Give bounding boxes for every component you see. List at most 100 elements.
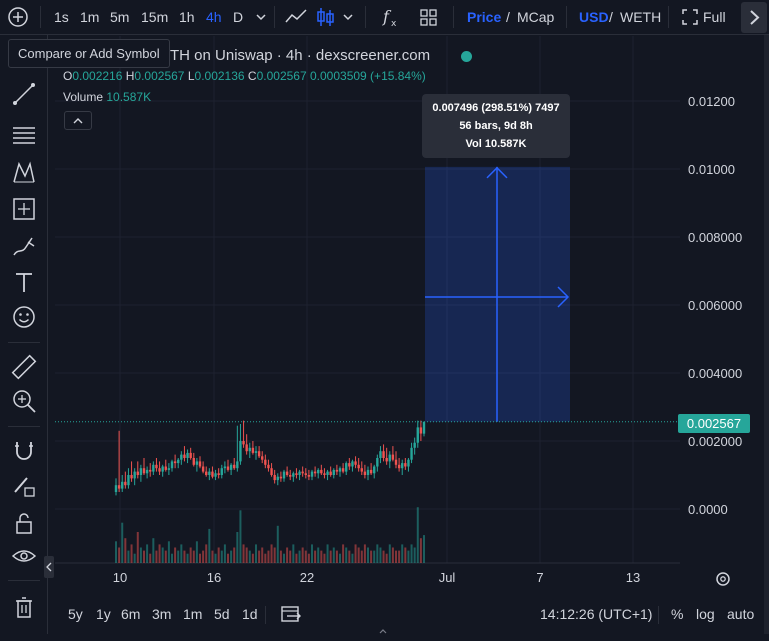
svg-text:x: x xyxy=(391,19,397,29)
interval-D[interactable]: D xyxy=(233,9,244,25)
volume-bar xyxy=(385,553,388,563)
chart-type-candles-button[interactable] xyxy=(316,0,336,34)
brush-tool[interactable] xyxy=(10,232,38,260)
candle-body xyxy=(354,461,357,465)
collapse-legend-button[interactable] xyxy=(64,111,92,130)
usd-weth-separator: / xyxy=(609,9,613,25)
go-to-date-button[interactable] xyxy=(280,598,302,630)
percent-toggle[interactable]: % xyxy=(671,606,684,622)
volume-bar xyxy=(164,550,167,563)
measure-frame-tool[interactable] xyxy=(10,195,38,223)
candle-body xyxy=(357,464,360,469)
interval-15m[interactable]: 15m xyxy=(141,9,169,25)
bottom-separator xyxy=(265,606,266,624)
candle-body xyxy=(167,468,171,470)
clock[interactable]: 14:12:26 (UTC+1) xyxy=(540,606,653,622)
volume-bar xyxy=(311,544,313,563)
pattern-tool[interactable] xyxy=(10,158,38,186)
range-1d[interactable]: 1d xyxy=(242,606,258,622)
horizontal-lines-tool[interactable] xyxy=(10,121,38,149)
range-6m[interactable]: 6m xyxy=(121,606,141,622)
fullscreen-label[interactable]: Full xyxy=(703,9,726,25)
volume-bar xyxy=(342,544,345,563)
remove-drawings-tool[interactable] xyxy=(10,593,38,621)
live-status-dot xyxy=(461,51,472,62)
candle-body xyxy=(114,485,118,492)
chart-type-dropdown-button[interactable] xyxy=(342,0,354,34)
candle-body xyxy=(276,476,279,481)
usd-toggle[interactable]: USD xyxy=(579,9,609,25)
candle-body xyxy=(139,468,143,475)
volume-bar xyxy=(267,550,270,563)
visibility-tool[interactable] xyxy=(10,542,38,570)
expand-bottom-panel-button[interactable] xyxy=(378,622,388,634)
collapse-toolbar-button[interactable] xyxy=(44,556,54,578)
ruler-tool[interactable] xyxy=(10,353,38,381)
lock-drawings-pencil-tool[interactable] xyxy=(10,472,38,500)
mcap-toggle[interactable]: MCap xyxy=(517,9,555,25)
volume-bar xyxy=(301,547,304,563)
volume-value: 10.587K xyxy=(106,90,152,104)
candle-body xyxy=(416,427,419,443)
candle-body xyxy=(173,461,177,464)
price-toggle[interactable]: Price xyxy=(467,9,502,25)
interval-5m[interactable]: 5m xyxy=(110,9,130,25)
candle-body xyxy=(121,481,124,489)
open-value: 0.002216 xyxy=(72,69,123,83)
interval-1m[interactable]: 1m xyxy=(80,9,100,25)
toolbar-scroll-right-button[interactable] xyxy=(741,2,767,33)
candle-body xyxy=(310,471,314,477)
emoji-tool[interactable] xyxy=(10,303,38,331)
lock-tool[interactable] xyxy=(10,509,38,537)
range-1m[interactable]: 1m xyxy=(183,606,203,622)
high-value: 0.002567 xyxy=(134,69,185,83)
chart-settings-button[interactable] xyxy=(713,569,733,589)
price-tick-label: 0.01000 xyxy=(688,162,735,177)
log-toggle[interactable]: log xyxy=(696,606,715,622)
eye-icon xyxy=(11,550,37,562)
range-5y[interactable]: 5y xyxy=(68,606,83,622)
low-value: 0.002136 xyxy=(194,69,245,83)
trend-line-icon xyxy=(13,83,35,105)
fullscreen-button[interactable] xyxy=(681,0,699,34)
magnet-tool[interactable] xyxy=(10,437,38,465)
volume-bar xyxy=(398,550,401,563)
price-tick-label: 0.002000 xyxy=(688,434,742,449)
indicators-button[interactable]: f x xyxy=(380,0,402,34)
chart-type-line-button[interactable] xyxy=(284,0,308,34)
candle-body xyxy=(279,476,283,479)
candle-body xyxy=(410,447,413,460)
interval-1h[interactable]: 1h xyxy=(179,9,195,25)
volume-bar xyxy=(189,547,192,563)
trend-line-tool[interactable] xyxy=(10,80,38,108)
range-5d[interactable]: 5d xyxy=(214,606,230,622)
chevron-down-icon xyxy=(343,14,353,21)
bottom-toolbar: 5y 1y 6m 3m 1m 5d 1d 14:12:26 (UTC+1) % … xyxy=(55,598,769,634)
volume-bar xyxy=(298,550,301,563)
volume-bar xyxy=(202,550,205,563)
add-symbol-button[interactable] xyxy=(5,0,31,34)
range-3m[interactable]: 3m xyxy=(152,606,172,622)
layouts-button[interactable] xyxy=(418,0,440,34)
volume-bar xyxy=(130,544,133,563)
volume-bar xyxy=(248,550,251,563)
volume-bar xyxy=(261,547,264,563)
auto-toggle[interactable]: auto xyxy=(727,606,755,622)
range-1y[interactable]: 1y xyxy=(96,606,111,622)
change-value: 0.0003509 (+15.84%) xyxy=(310,69,426,83)
interval-1s[interactable]: 1s xyxy=(54,9,69,25)
weth-toggle[interactable]: WETH xyxy=(620,9,662,25)
interval-4h[interactable]: 4h xyxy=(206,9,222,25)
volume-bar xyxy=(273,547,276,563)
candle-body xyxy=(155,464,158,469)
zoom-tool[interactable] xyxy=(10,387,38,415)
candle-body xyxy=(127,475,130,486)
volume-bar xyxy=(326,544,329,563)
chevron-left-icon xyxy=(46,562,52,572)
interval-dropdown-button[interactable] xyxy=(255,0,267,34)
candle-body xyxy=(211,471,214,477)
candle-body xyxy=(170,461,174,469)
candle-body xyxy=(360,468,363,472)
text-tool[interactable] xyxy=(10,268,38,296)
